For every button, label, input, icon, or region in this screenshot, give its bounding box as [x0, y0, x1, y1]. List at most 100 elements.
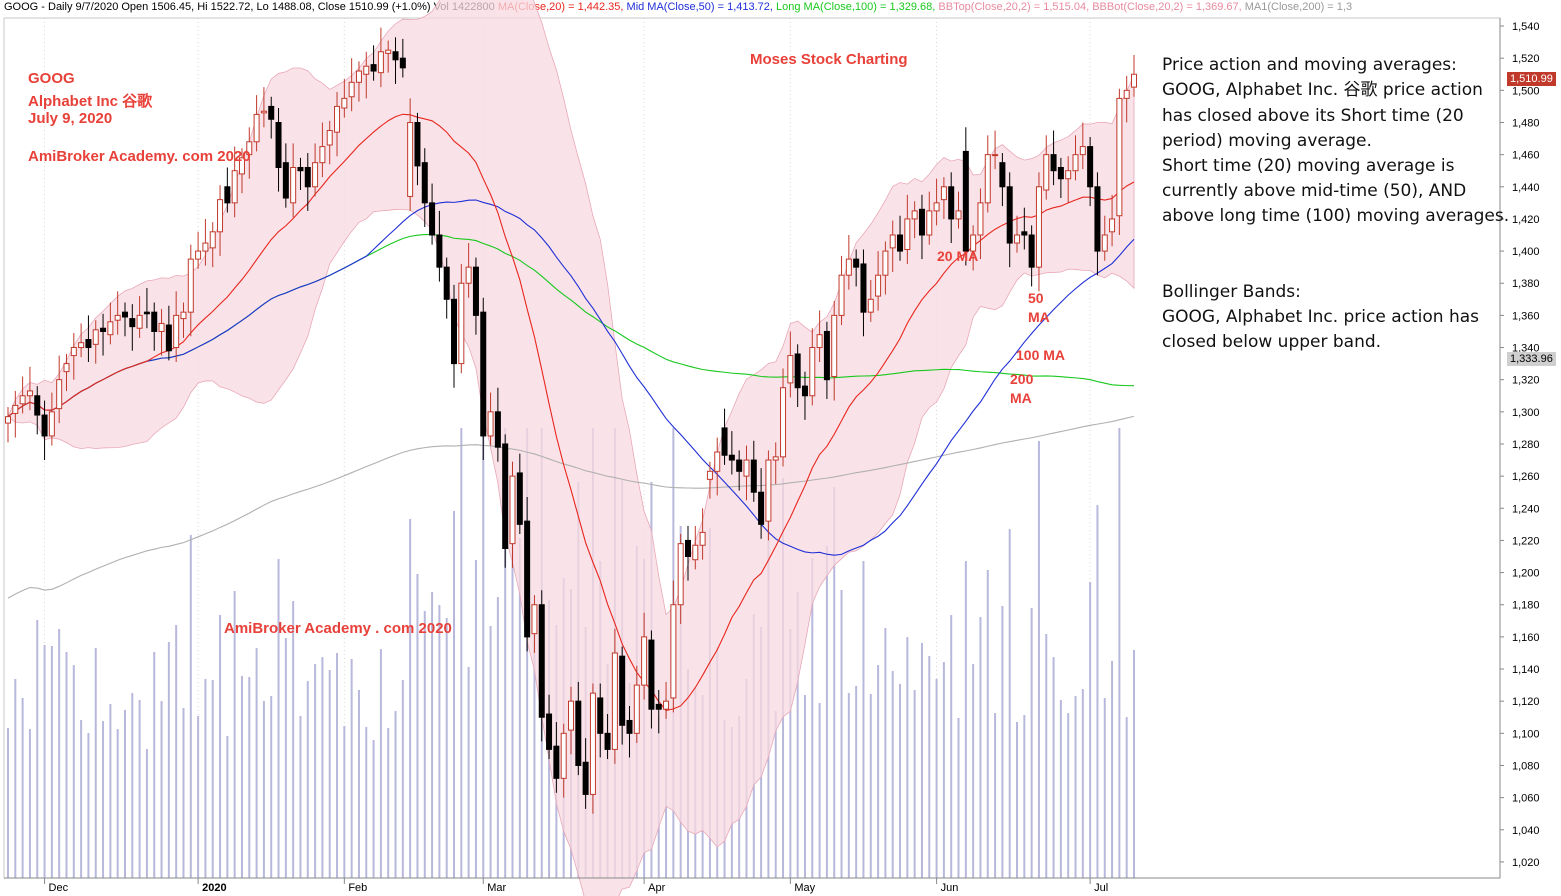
x-tick-label: Dec — [49, 882, 69, 894]
candle — [487, 392, 494, 446]
volume-bar — [847, 693, 850, 878]
candle — [92, 320, 99, 364]
y-tick-label: 1,460 — [1512, 150, 1540, 162]
candle-body-up — [1079, 146, 1086, 156]
candle — [619, 646, 626, 745]
candle — [297, 157, 304, 190]
candle — [553, 722, 560, 793]
candle — [684, 525, 691, 581]
candle — [5, 407, 11, 443]
candle-body-down — [648, 639, 655, 710]
volume-bar — [496, 597, 499, 878]
candle-body-up — [341, 97, 348, 109]
y-tick-label: 1,520 — [1512, 53, 1540, 65]
candle-body-down — [224, 186, 231, 204]
candle-body-down — [268, 105, 275, 120]
y-tick-label: 1,200 — [1512, 568, 1540, 580]
x-tick-label: 2020 — [202, 882, 226, 894]
ma200-label-b: MA — [1010, 390, 1032, 406]
volume-bar — [160, 701, 163, 878]
candle-body-down — [275, 121, 282, 168]
candle — [355, 61, 362, 102]
candle-body-down — [823, 330, 830, 381]
volume-bar — [994, 713, 997, 878]
header-ma50: Mid MA(Close,50) = 1,413.72, — [626, 1, 777, 13]
volume-bar — [1045, 634, 1048, 878]
volume-bar — [453, 511, 456, 878]
candle-body-down — [1006, 186, 1013, 244]
candle-body-up — [984, 154, 991, 204]
candle-body-up — [114, 314, 121, 321]
candle-body-up — [385, 49, 392, 54]
volume-bar — [869, 694, 872, 878]
candle — [392, 37, 399, 84]
candle — [867, 280, 874, 322]
candle — [1050, 130, 1057, 186]
candle-body-up — [845, 258, 852, 276]
candle — [1028, 225, 1035, 287]
y-tick-label: 1,280 — [1512, 439, 1540, 451]
candle — [721, 408, 728, 465]
candle-body-up — [1131, 73, 1137, 88]
volume-bar — [372, 740, 375, 878]
candle — [217, 185, 224, 256]
candle — [319, 122, 326, 178]
candle — [12, 390, 19, 438]
candle-body-up — [253, 113, 260, 143]
candle — [1131, 54, 1137, 97]
candle — [604, 714, 611, 760]
candle-body-up — [238, 157, 245, 175]
candle — [882, 241, 889, 295]
volume-bar — [102, 721, 105, 878]
candle-body-up — [407, 121, 414, 197]
volume-bar — [36, 620, 39, 878]
volume-bar — [197, 716, 200, 878]
candle — [63, 353, 70, 391]
candle-body-down — [948, 186, 955, 220]
y-tick-label: 1,340 — [1512, 343, 1540, 355]
volume-bar — [1016, 722, 1019, 878]
candle — [399, 38, 406, 78]
candle — [202, 218, 209, 266]
candle-body-up — [78, 342, 85, 349]
candle-body-up — [26, 390, 33, 397]
volume-bar — [109, 704, 112, 878]
volume-bar — [833, 487, 836, 878]
candle — [1116, 88, 1123, 236]
candle-body-up — [158, 322, 165, 332]
volume-bar — [50, 646, 53, 878]
candle-body-down — [451, 298, 458, 365]
candle — [736, 450, 743, 491]
volume-bar — [284, 638, 287, 878]
volume-bar — [957, 718, 960, 878]
candle — [136, 296, 143, 338]
candle-body-down — [472, 266, 479, 316]
volume-bar — [416, 574, 419, 878]
candle — [758, 468, 765, 539]
candle — [1057, 157, 1064, 199]
ma100-label: 100 MA — [1016, 347, 1066, 363]
candle — [626, 706, 633, 758]
header-bbbot: BBBot(Close,20,2) = 1,369.67, — [1092, 1, 1245, 13]
volume-bar — [1001, 606, 1004, 878]
candle — [85, 315, 92, 362]
volume-bar — [1067, 713, 1070, 878]
volume-bar — [14, 679, 17, 878]
candle — [304, 153, 311, 211]
volume-bar — [28, 729, 31, 878]
desc-line-1: Price action and moving averages: — [1162, 55, 1457, 75]
candle-body-up — [377, 51, 384, 74]
candle-body-up — [187, 258, 194, 313]
candle — [845, 235, 852, 290]
candle — [743, 445, 750, 501]
y-tick-label: 1,400 — [1512, 246, 1540, 258]
volume-bar — [321, 657, 324, 878]
volume-bar — [474, 560, 477, 878]
volume-bar — [401, 680, 404, 878]
candle-body-down — [597, 697, 604, 734]
candle-body-down — [626, 719, 633, 734]
candle — [962, 127, 969, 266]
volume-bar — [489, 626, 492, 878]
candle-body-down — [546, 713, 553, 750]
